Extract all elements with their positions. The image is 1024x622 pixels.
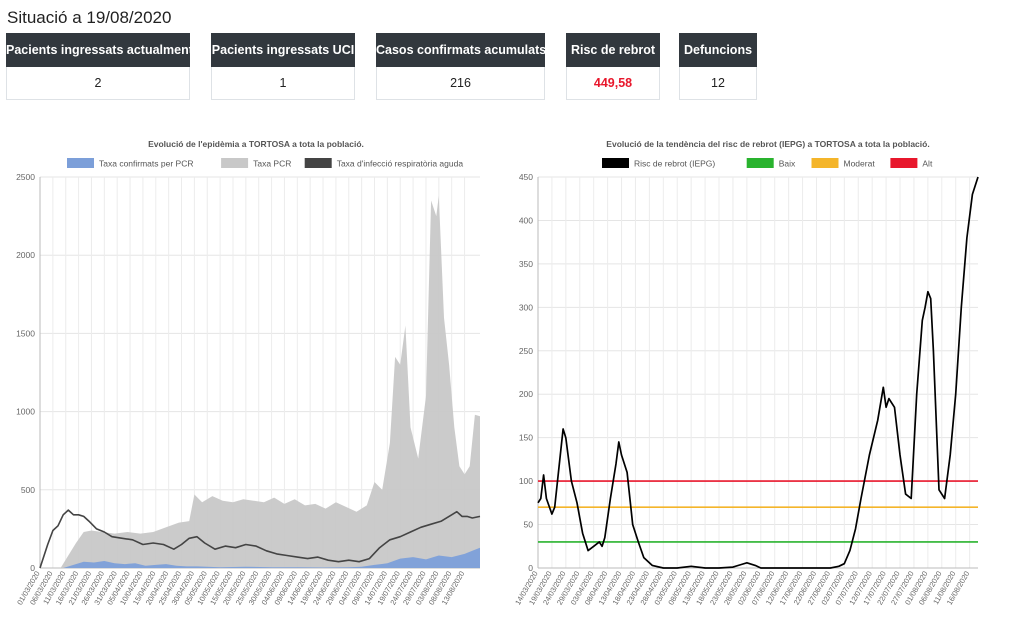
card-label: Pacients ingressats actualment xyxy=(6,33,193,67)
risk-chart: Evolució de la tendència del risc de reb… xyxy=(513,139,979,607)
card-value-risk: 449,58 xyxy=(566,67,660,100)
series-risc-de-rebrot-iepg-line xyxy=(537,176,979,569)
legend-label: Moderat xyxy=(844,159,876,169)
chart-title: Evolució de l'epidèmia a TORTOSA a tota … xyxy=(148,139,364,149)
card-label: Casos confirmats acumulats xyxy=(376,33,546,67)
series-taxa-pcr-area xyxy=(40,195,480,569)
legend-swatch xyxy=(811,158,839,168)
y-tick-label: 1000 xyxy=(16,407,35,417)
card-value: 2 xyxy=(6,67,190,100)
y-tick-label: 500 xyxy=(21,485,35,495)
y-tick-label: 2500 xyxy=(16,172,35,182)
card-defuncions: Defuncions 12 xyxy=(679,33,757,100)
page-title: Situació a 19/08/2020 xyxy=(7,8,172,27)
y-tick-label: 100 xyxy=(519,476,533,486)
y-tick-label: 400 xyxy=(519,215,533,225)
legend-swatch xyxy=(67,158,94,168)
legend-swatch xyxy=(304,158,332,168)
legend-swatch xyxy=(602,158,629,168)
legend-swatch xyxy=(890,158,918,168)
card-value: 12 xyxy=(679,67,757,100)
y-tick-label: 250 xyxy=(519,346,533,356)
card-risc-rebrot: Risc de rebrot 449,58 xyxy=(566,33,660,100)
legend-swatch xyxy=(221,158,249,168)
legend-label: Baix xyxy=(779,159,796,169)
y-tick-label: 0 xyxy=(528,563,533,573)
chart-title: Evolució de la tendència del risc de reb… xyxy=(606,139,929,149)
card-value: 1 xyxy=(211,67,355,100)
legend-label: Taxa confirmats per PCR xyxy=(99,159,193,169)
card-label: Pacients ingressats UCI xyxy=(211,33,355,67)
card-label: Risc de rebrot xyxy=(566,33,660,67)
y-tick-label: 0 xyxy=(30,563,35,573)
card-value: 216 xyxy=(376,67,545,100)
legend-label: Taxa PCR xyxy=(253,159,291,169)
y-tick-label: 150 xyxy=(519,433,533,443)
y-tick-label: 300 xyxy=(519,302,533,312)
y-tick-label: 450 xyxy=(519,172,533,182)
y-tick-label: 350 xyxy=(519,259,533,269)
card-casos-confirmats: Casos confirmats acumulats 216 xyxy=(376,33,546,100)
legend-label: Taxa d'infecció respiratòria aguda xyxy=(337,159,464,169)
y-tick-label: 1500 xyxy=(16,328,35,338)
legend-label: Alt xyxy=(922,159,933,169)
y-tick-label: 200 xyxy=(519,389,533,399)
series-taxa-confirmats-per-pcr-area xyxy=(40,547,480,568)
epidemic-chart: Evolució de l'epidèmia a TORTOSA a tota … xyxy=(15,139,481,607)
card-label: Defuncions xyxy=(679,33,757,67)
card-pacients-ingressats: Pacients ingressats actualment 2 xyxy=(6,33,193,100)
legend-swatch xyxy=(746,158,774,168)
y-tick-label: 2000 xyxy=(16,250,35,260)
series-taxa-d-infeccio-respiratoria-aguda-line xyxy=(39,509,481,569)
card-pacients-uci: Pacients ingressats UCI 1 xyxy=(211,33,355,100)
y-tick-label: 50 xyxy=(524,520,534,530)
legend-label: Risc de rebrot (IEPG) xyxy=(634,159,715,169)
